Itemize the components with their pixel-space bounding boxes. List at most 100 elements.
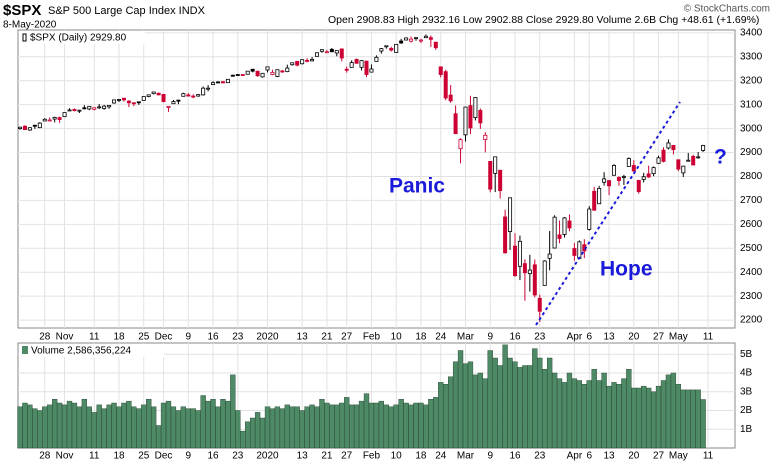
candle-body [196,94,201,97]
candle-body [547,253,552,259]
volume-bar [680,389,686,449]
candle-body [344,68,349,71]
volume-bar [685,389,691,449]
candle-body [117,99,122,101]
chart-date: 8-May-2020 [3,20,57,31]
candle-body [374,56,379,62]
volume-bar [611,382,617,449]
candle-body [334,50,339,54]
x-tick-label: 13 [297,451,309,462]
candle-body [656,157,661,164]
annotation: Hope [600,258,653,281]
candle-body [201,87,206,96]
candle-body [349,62,354,68]
candle-body [498,169,503,192]
candle-body [72,109,77,112]
candle-body [186,94,191,97]
candle-body [661,149,666,162]
x-tick-label: 21 [321,451,333,462]
volume-bar [314,406,320,449]
candle-body [314,52,319,57]
candle-body [319,49,324,52]
volume-bar [368,402,375,449]
volume-bar [76,406,83,449]
y-tick-label: 1B [740,424,753,435]
volume-bar [32,408,38,449]
volume-bar [284,404,290,449]
x-tick-label: 9 [186,332,192,343]
volume-bar [507,357,513,449]
y-tick-label: 3100 [740,99,763,110]
volume-bar [240,430,246,449]
volume-bar [606,385,612,449]
volume-bar [636,387,642,449]
candle-body [161,93,166,102]
candle-body [384,45,389,48]
volume-bar [116,406,122,449]
candle-body [305,59,310,62]
volume-bar [17,406,23,449]
volume-bar [170,406,177,449]
x-tick-label: 16 [207,451,219,462]
x-tick-label: 28 [39,332,51,343]
volume-bar [551,372,558,449]
y-tick-label: 3000 [740,123,763,134]
volume-bar [457,350,464,449]
candle-body [552,216,557,249]
candle-body [300,59,305,65]
candle-body [587,208,592,230]
volume-bar [527,365,533,449]
candle-body [52,116,57,120]
candle-body [626,158,631,167]
volume-bar [245,421,251,449]
x-tick-label: 23 [232,332,244,343]
volume-bar [517,367,523,449]
volume-bar [195,410,201,449]
volume-bar [566,372,573,449]
x-tick-label: Dec [155,332,173,343]
candle-body [522,263,527,274]
volume-bar [670,372,677,449]
y-tick-label: 2200 [740,315,763,326]
volume-bar [591,369,597,449]
x-tick-label: Dec [155,451,173,462]
candle-body [354,59,359,64]
x-tick-label: 27 [653,332,665,343]
candle-body [324,51,329,54]
x-tick-label: 2020 [256,332,279,343]
y-tick-label: 2500 [740,243,763,254]
volume-bar [690,389,696,449]
volume-bar [492,357,498,449]
volume-bar [349,404,355,449]
candle-body [107,104,112,108]
candle-body [225,78,230,84]
candle-body [295,60,300,66]
candle-body [235,74,240,76]
candle-body [57,117,62,120]
candle-body [458,139,463,150]
candle-body [428,37,433,40]
volume-bar [477,372,483,449]
candle-body [493,156,498,174]
candle-body [245,70,250,75]
candle-body [364,60,369,75]
volume-bar [438,382,444,449]
candle-body [463,106,468,136]
x-tick-label: 18 [415,332,427,343]
candle-body [32,124,37,127]
volume-bar [131,406,137,449]
candle-body [67,109,72,112]
candle-body [413,37,418,40]
volume-bar [695,389,701,449]
volume-bar [581,384,587,449]
volume-bar [289,406,295,449]
x-tick-label: 10 [391,332,403,343]
volume-bar [56,402,63,449]
volume-bar [294,406,300,449]
candle-body [329,48,334,53]
x-tick-label: 27 [341,332,353,343]
candle-body [171,101,176,105]
candle-body [681,165,686,174]
candle-body [359,60,364,68]
volume-bar [576,380,583,449]
